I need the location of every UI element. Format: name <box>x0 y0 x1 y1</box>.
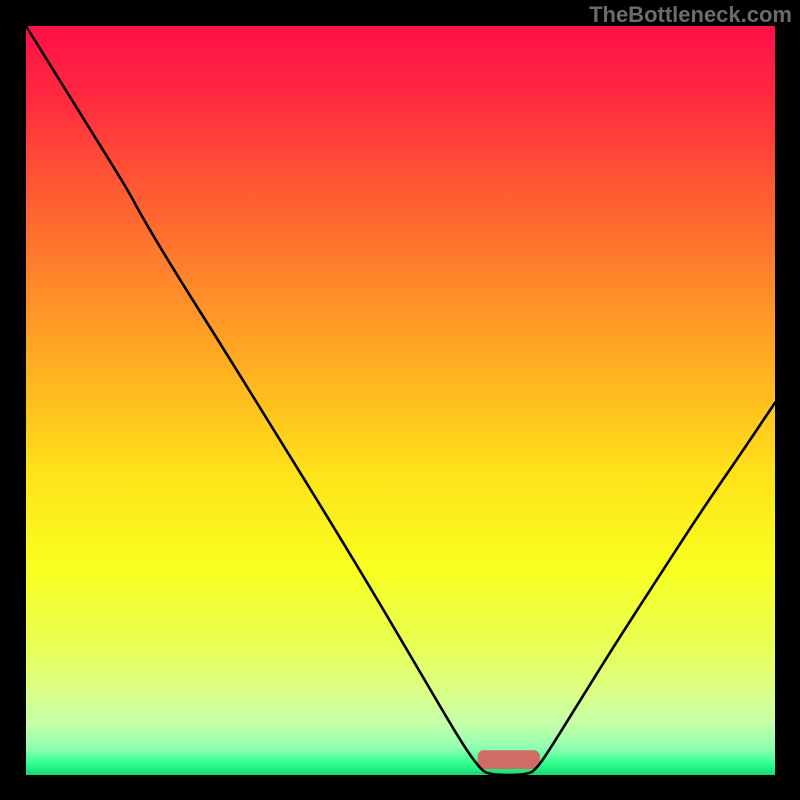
optimal-range-marker <box>478 750 540 769</box>
bottleneck-chart: TheBottleneck.com <box>0 0 800 800</box>
plot-gradient <box>26 26 775 775</box>
chart-svg <box>0 0 800 800</box>
